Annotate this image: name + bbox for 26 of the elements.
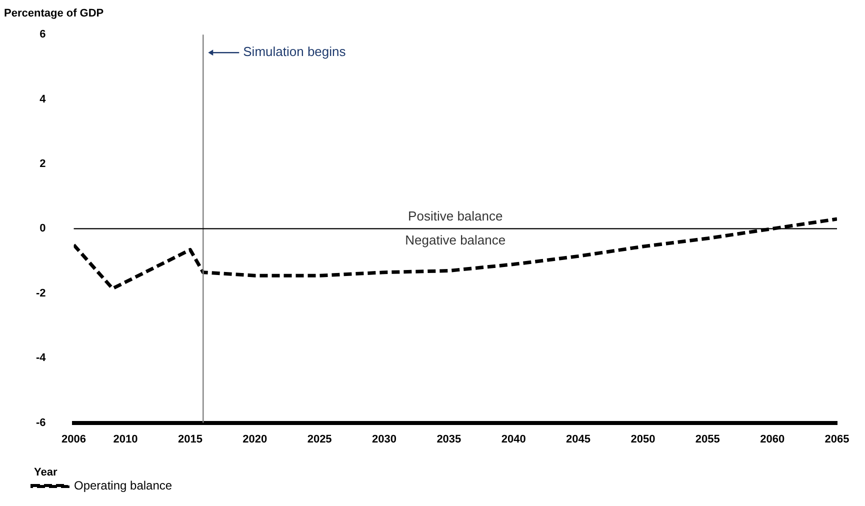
y-tick-label: -4 <box>36 352 47 364</box>
annotation: Positive balance <box>408 208 503 224</box>
x-tick-label: 2055 <box>695 433 720 446</box>
y-tick-label: 0 <box>40 222 46 235</box>
annotation: Negative balance <box>405 232 506 248</box>
x-tick-label: 2060 <box>760 433 785 446</box>
y-tick-label: 6 <box>40 28 46 41</box>
x-tick-label: 2030 <box>372 433 396 446</box>
y-axis-title: Percentage of GDP <box>4 8 104 20</box>
x-axis-title: Year <box>34 466 58 478</box>
x-tick-label: 2065 <box>824 433 850 446</box>
x-tick-label: 2020 <box>242 433 268 446</box>
y-tick-label: 2 <box>40 158 46 170</box>
y-tick-label: -2 <box>36 287 46 300</box>
x-tick-label: 2025 <box>307 433 332 446</box>
x-tick-label: 2015 <box>178 433 202 446</box>
legend-label: Operating balance <box>74 478 172 492</box>
x-tick-label: 2050 <box>630 433 656 446</box>
x-tick-label: 2045 <box>566 433 591 446</box>
x-tick-label: 2035 <box>436 433 462 446</box>
y-tick-label: 4 <box>40 93 47 106</box>
x-tick-label: 2040 <box>501 433 526 446</box>
ref-line-label: Simulation begins <box>243 44 346 60</box>
x-tick-label: 2006 <box>62 433 86 446</box>
x-tick-label: 2010 <box>113 433 138 446</box>
y-tick-label: -6 <box>36 416 46 429</box>
